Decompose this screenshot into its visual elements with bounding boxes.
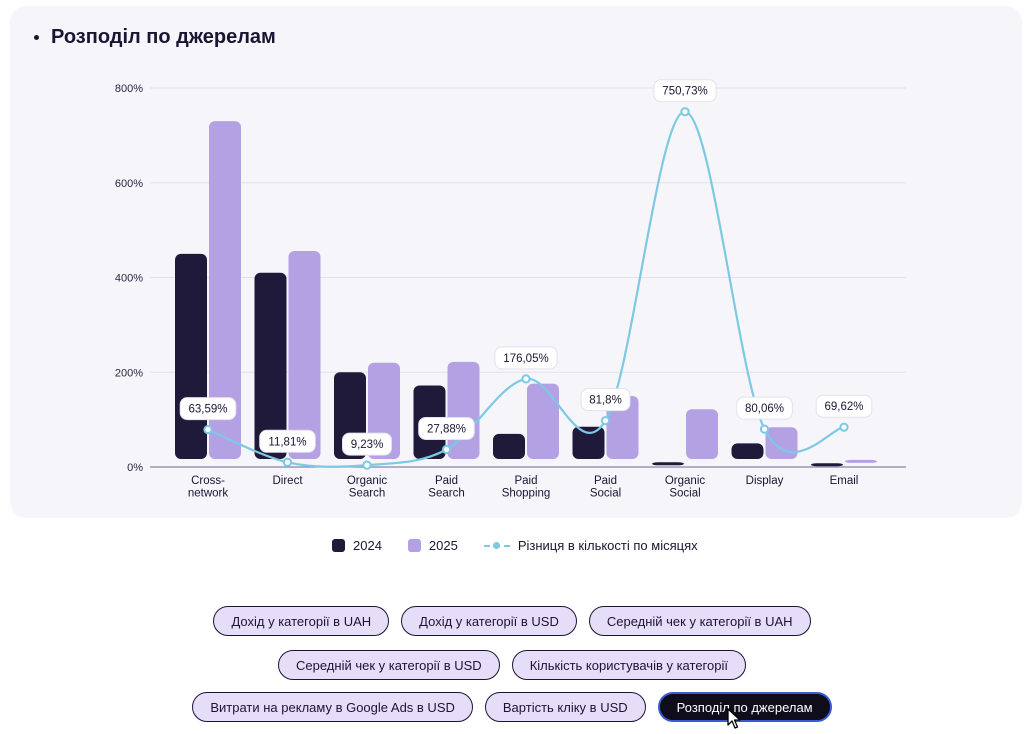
x-tick-label: Paid xyxy=(594,475,617,487)
line-point xyxy=(521,374,531,384)
data-label-box xyxy=(259,429,316,453)
bar-2025 xyxy=(606,395,639,459)
legend-swatch-2025 xyxy=(407,539,421,552)
difference-line xyxy=(207,110,845,468)
bar-2024 xyxy=(493,433,525,459)
data-label: 63,59% xyxy=(188,404,227,416)
x-tick-label: Social xyxy=(669,488,700,500)
data-label-box xyxy=(418,416,475,440)
y-tick-label: 800% xyxy=(115,83,143,95)
legend-swatch-difference xyxy=(483,541,510,551)
chart-title-text: Розподіл по джерелам xyxy=(51,26,276,48)
mouse-cursor-icon xyxy=(727,708,741,729)
data-label-box xyxy=(580,388,631,412)
x-tick-label: Organic xyxy=(665,475,706,487)
line-point xyxy=(282,457,293,467)
line-point xyxy=(839,422,849,432)
data-label: 750,73% xyxy=(662,86,707,98)
x-tick-label: Paid xyxy=(435,475,458,487)
data-label: 11,81% xyxy=(268,436,306,448)
legend-label-2024: 2024 xyxy=(353,538,382,553)
chart-title: Розподіл по джерелам xyxy=(34,26,276,49)
avg-check-uah-button[interactable]: Середній чек у категорії в UAH xyxy=(588,606,811,636)
x-tick-label: Display xyxy=(746,475,784,487)
legend-label-2025: 2025 xyxy=(428,538,458,553)
y-tick-label: 600% xyxy=(115,178,143,190)
line-point xyxy=(441,444,452,455)
chart: 0% 200% 400% 600% 800% Cross-network Direct Org… xyxy=(115,79,906,500)
button-row-3: Витрати на рекламу в Google Ads в USD Ва… xyxy=(0,692,1024,722)
data-label: 176,05% xyxy=(503,353,548,365)
y-tick-label: 200% xyxy=(115,367,143,379)
chart-legend: 2024 2025 Різниця в кількості по місяцях xyxy=(332,538,698,553)
x-tick-label: Search xyxy=(428,488,464,500)
legend-label-difference: Різниця в кількості по місяцях xyxy=(517,538,698,553)
bar-2024 xyxy=(175,253,207,459)
legend-item-difference[interactable]: Різниця в кількості по місяцях xyxy=(483,538,698,553)
bar-2024 xyxy=(652,462,684,466)
bar-2025 xyxy=(209,121,241,459)
bar-2025 xyxy=(686,409,718,459)
revenue-usd-button[interactable]: Дохід у категорії в USD xyxy=(401,606,577,636)
revenue-uah-button[interactable]: Дохід у категорії в UAH xyxy=(213,606,390,636)
button-row-2: Середній чек у категорії в USD Кількість… xyxy=(0,650,1024,680)
button-row-1: Дохід у категорії в UAH Дохід у категорі… xyxy=(0,606,1024,636)
bar-2024 xyxy=(731,443,764,459)
data-label-box xyxy=(815,394,873,418)
source-distribution-button[interactable]: Розподіл по джерелам xyxy=(657,692,832,722)
legend-item-2024[interactable]: 2024 xyxy=(332,538,382,553)
title-bullet xyxy=(34,35,39,40)
data-label: 9,23% xyxy=(351,439,384,451)
data-label-box xyxy=(179,397,237,421)
x-tick-label: Paid xyxy=(514,475,537,487)
users-count-button[interactable]: Кількість користувачів у категорії xyxy=(511,650,746,680)
legend-swatch-2024 xyxy=(332,539,345,552)
data-label-box xyxy=(342,432,392,456)
bar-2024 xyxy=(254,272,287,459)
line-point xyxy=(680,107,690,117)
y-tick-label: 400% xyxy=(115,273,143,285)
bar-2024 xyxy=(572,426,605,459)
bar-2025 xyxy=(765,427,798,459)
line-point xyxy=(362,460,372,470)
bar-2024 xyxy=(811,463,843,467)
line-point xyxy=(203,424,213,435)
data-label: 69,62% xyxy=(824,401,863,413)
y-tick-label: 0% xyxy=(127,462,143,474)
x-tick-label: network xyxy=(188,488,229,500)
line-point xyxy=(759,424,770,434)
google-ads-spend-button[interactable]: Витрати на рекламу в Google Ads в USD xyxy=(192,692,473,722)
bar-2025 xyxy=(288,250,321,459)
bar-2025 xyxy=(845,459,877,463)
data-label: 81,8% xyxy=(589,395,622,407)
data-label: 80,06% xyxy=(745,403,784,415)
x-tick-label: Search xyxy=(349,488,385,500)
x-tick-label: Email xyxy=(830,475,859,487)
data-label-box xyxy=(494,346,558,370)
x-tick-label: Cross- xyxy=(191,475,225,487)
x-tick-label: Shopping xyxy=(502,488,551,500)
x-tick-label: Direct xyxy=(272,475,303,487)
x-tick-label: Social xyxy=(590,488,621,500)
bar-2025 xyxy=(527,383,559,459)
data-label: 27,88% xyxy=(427,423,466,435)
legend-item-2025[interactable]: 2025 xyxy=(407,538,458,553)
data-label-box xyxy=(653,79,717,103)
avg-check-usd-button[interactable]: Середній чек у категорії в USD xyxy=(278,650,500,680)
data-label-box xyxy=(736,396,793,420)
x-tick-label: Organic xyxy=(347,475,388,487)
cost-per-click-button[interactable]: Вартість кліку в USD xyxy=(484,692,646,722)
line-point xyxy=(600,415,611,426)
